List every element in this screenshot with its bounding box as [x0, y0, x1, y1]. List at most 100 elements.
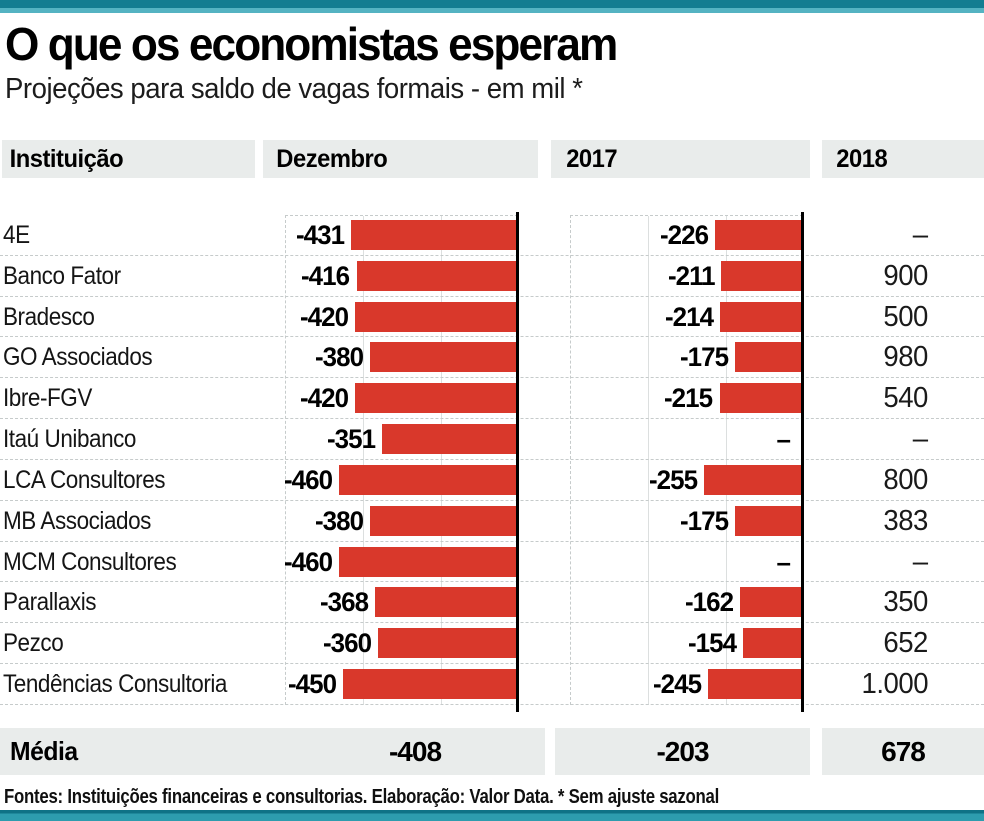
bar-value-label: -211: [667, 260, 715, 291]
institution-label: Itaú Unibanco: [3, 425, 137, 454]
header-band-2018: 2018: [822, 140, 984, 178]
bar-value-label: -380: [315, 342, 364, 373]
bar-value-label: -245: [652, 669, 702, 700]
bar-value-label: -255: [648, 464, 698, 495]
dezembro-bar: [339, 546, 518, 577]
table-row: LCA Consultores -460 -255 800: [0, 460, 984, 501]
dezembro-bar: [354, 301, 518, 332]
table-row: Tendências Consultoria -450 -245 1.000: [0, 664, 984, 705]
institution-label: LCA Consultores: [3, 465, 166, 494]
gridline-minus-400: [648, 216, 649, 705]
bar-value-label: -162: [685, 587, 734, 618]
table-row: 4E -431 -226 –: [0, 215, 984, 256]
bar-value-label: -450: [288, 669, 337, 700]
table-row: MCM Consultores -460 – –: [0, 542, 984, 583]
dezembro-bar: [350, 220, 518, 250]
2017-bar: [719, 301, 803, 332]
2017-bar: [735, 342, 803, 373]
dezembro-chart-panel: [285, 215, 518, 705]
summary-label: Média: [10, 736, 78, 766]
dezembro-bar: [356, 260, 518, 291]
2017-bar: [704, 464, 803, 495]
2017-bar: [740, 587, 803, 618]
summary-band-2017: [555, 728, 810, 775]
value-2018: 800: [883, 463, 928, 496]
chart-rows: 4E -431 -226 – Banco Fator -416 -211 900 Bradesc…: [0, 215, 984, 705]
summary-value-dezembro: -408: [388, 736, 442, 767]
bar-value-label: -214: [664, 301, 714, 332]
2017-bar: [743, 628, 803, 659]
table-row: Itaú Unibanco -351 – –: [0, 419, 984, 460]
bar-value-label: -351: [326, 424, 376, 455]
bar-value-label: -380: [315, 505, 364, 536]
gridline-minus-400: [363, 216, 364, 705]
value-2018: 900: [883, 259, 928, 292]
bar-value-label: -175: [679, 342, 729, 373]
missing-value-dash: –: [913, 545, 928, 578]
summary-value-2017: -203: [656, 736, 709, 767]
institution-label: Banco Fator: [3, 261, 121, 290]
missing-value-dash: –: [913, 423, 928, 456]
missing-value-dash: –: [776, 546, 791, 577]
2017-bar: [715, 220, 803, 250]
page-title: O que os economistas esperam: [5, 18, 618, 70]
column-header-2018: 2018: [836, 145, 888, 173]
institution-label: Parallaxis: [3, 588, 97, 617]
table-row: Parallaxis -368 -162 350: [0, 582, 984, 624]
institution-label: Bradesco: [3, 302, 95, 331]
table-row: Pezco -360 -154 652: [0, 623, 984, 665]
column-header-2017: 2017: [566, 145, 618, 173]
bar-value-label: -420: [299, 301, 349, 332]
dezembro-bar: [381, 424, 518, 455]
bottom-accent-bar: [0, 810, 984, 821]
dezembro-bar: [378, 628, 518, 659]
header-band-institution: Instituição: [2, 140, 255, 178]
institution-label: 4E: [3, 221, 30, 249]
dezembro-zero-axis: [516, 212, 519, 712]
value-2018: 350: [883, 586, 928, 619]
missing-value-dash: –: [776, 424, 791, 455]
source-note: Fontes: Instituições financeiras e consu…: [4, 786, 720, 808]
dezembro-bar: [354, 383, 518, 414]
top-accent-bar: [0, 0, 984, 13]
dezembro-bar: [343, 669, 518, 700]
institution-label: GO Associados: [3, 343, 153, 372]
value-2018: 383: [883, 504, 928, 537]
bar-value-label: -420: [299, 383, 349, 414]
table-row: Bradesco -420 -214 500: [0, 297, 984, 338]
gridline-minus-200: [441, 216, 442, 705]
dezembro-bar: [339, 464, 518, 495]
2017-bar: [721, 260, 803, 291]
2017-bar: [735, 505, 803, 536]
summary-value-2018: 678: [881, 736, 926, 767]
page-subtitle: Projeções para saldo de vagas formais - …: [5, 73, 583, 105]
institution-label: Tendências Consultoria: [3, 670, 228, 699]
bar-value-label: -215: [664, 383, 713, 414]
table-row: Ibre-FGV -420 -215 540: [0, 378, 984, 420]
dezembro-bar: [375, 587, 518, 618]
bar-value-label: -416: [301, 260, 350, 291]
table-row: Banco Fator -416 -211 900: [0, 256, 984, 297]
summary-band-2018: [822, 728, 984, 775]
institution-label: Pezco: [3, 629, 64, 658]
2017-bar: [707, 669, 803, 700]
institution-label: MCM Consultores: [3, 547, 177, 576]
table-row: GO Associados -380 -175 980: [0, 337, 984, 379]
value-2018: 540: [883, 382, 928, 415]
value-2018: 1.000: [861, 668, 928, 701]
missing-value-dash: –: [913, 219, 928, 251]
column-header-institution: Instituição: [9, 145, 124, 173]
institution-label: MB Associados: [3, 506, 151, 535]
zero-axis-2017: [801, 212, 804, 712]
summary-band-left: [0, 728, 545, 775]
bar-value-label: -226: [660, 220, 709, 250]
bar-value-label: -460: [284, 546, 333, 577]
table-row: MB Associados -380 -175 383: [0, 501, 984, 542]
column-header-dezembro: Dezembro: [276, 145, 388, 173]
bar-value-label: -368: [320, 587, 369, 618]
bar-value-label: -175: [679, 505, 729, 536]
2017-bar: [719, 383, 803, 414]
value-2018: 500: [883, 300, 928, 333]
value-2018: 652: [883, 627, 928, 660]
